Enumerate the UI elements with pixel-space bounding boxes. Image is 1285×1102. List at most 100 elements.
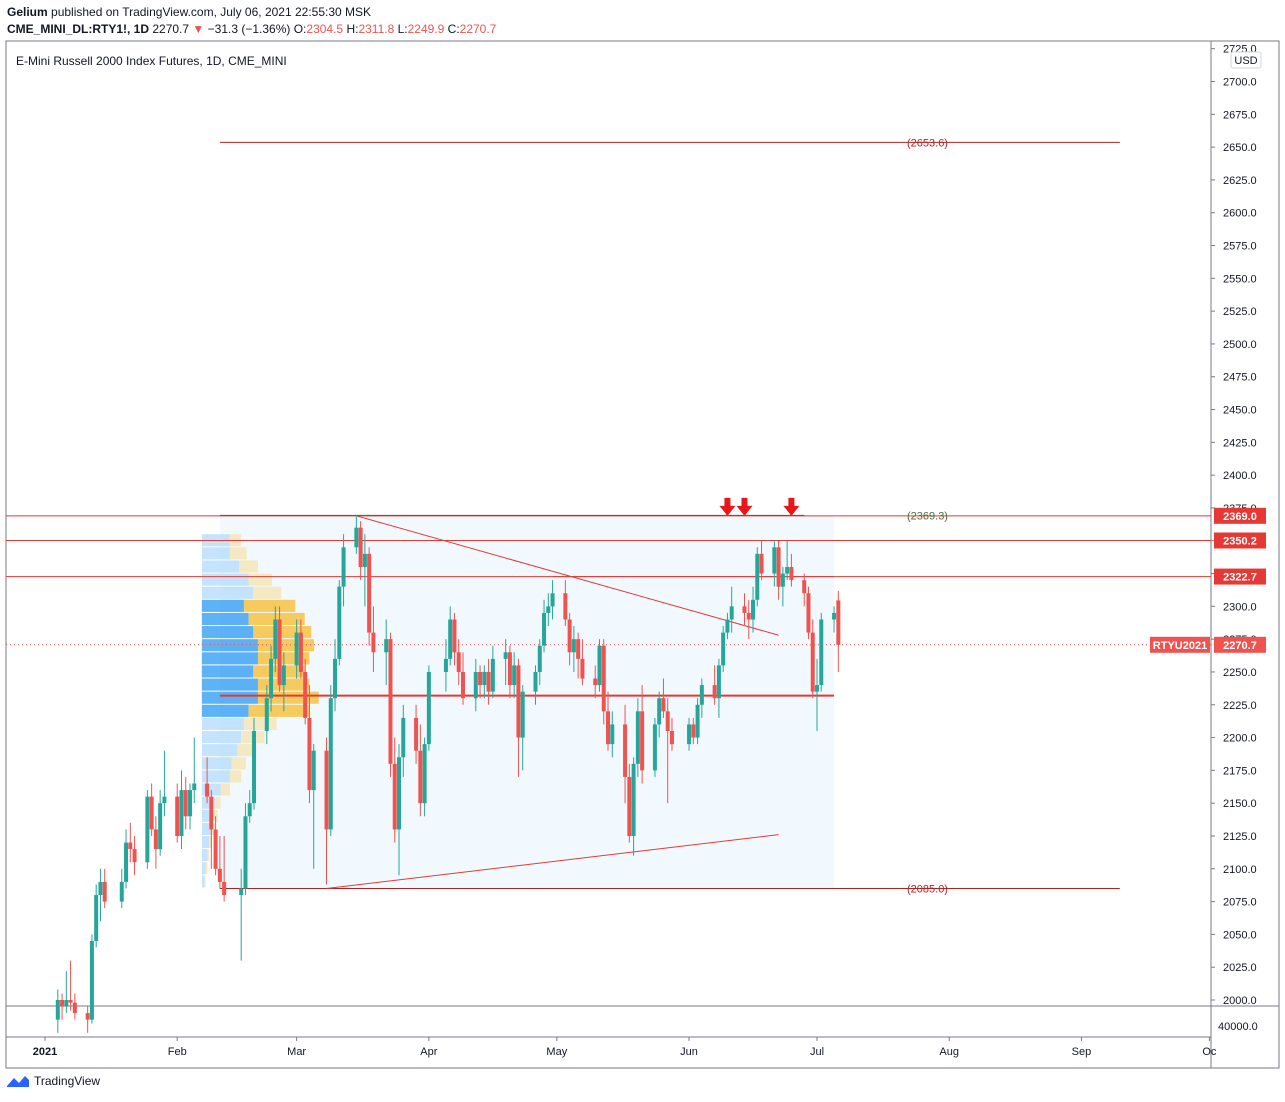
candle-body <box>452 619 457 653</box>
candle-body <box>593 678 598 686</box>
candle-body <box>264 698 269 732</box>
price-label-text: 2322.7 <box>1223 572 1257 584</box>
y-tick-label: 2400.0 <box>1223 470 1257 482</box>
volume-profile-down-bar <box>214 796 221 809</box>
candle-body <box>550 593 555 607</box>
y-tick-label: 2150.0 <box>1223 798 1257 810</box>
candle-body <box>422 744 427 804</box>
candle-body <box>746 612 751 620</box>
candle-body <box>328 698 333 830</box>
tradingview-branding[interactable]: TradingView <box>6 1074 100 1088</box>
brand-name: TradingView <box>34 1074 101 1088</box>
candle-body <box>362 553 367 567</box>
candle-body <box>341 547 346 587</box>
candle-body <box>806 593 811 633</box>
candle-body <box>665 711 670 732</box>
candle-body <box>601 645 606 712</box>
candle-body <box>755 553 760 600</box>
y-tick-label: 2025.0 <box>1223 962 1257 974</box>
candle-body <box>623 724 628 777</box>
volume-profile-down-bar <box>229 770 242 783</box>
x-tick-label: Jul <box>810 1046 824 1058</box>
candle-body <box>699 685 704 705</box>
candle-body <box>542 612 547 646</box>
publish-info: Gelium published on TradingView.com, Jul… <box>7 5 371 19</box>
down-triangle-icon: ▼ <box>192 22 205 36</box>
candle-body <box>298 632 303 672</box>
candle-body <box>269 658 274 699</box>
candle-body <box>384 639 389 653</box>
y-tick-label: 2200.0 <box>1223 733 1257 745</box>
price-label-text: 2350.2 <box>1223 535 1257 547</box>
author-name[interactable]: Gelium <box>7 5 48 19</box>
candle-body <box>371 632 376 653</box>
candle-body <box>810 632 815 692</box>
volume-profile-up-bar <box>201 626 254 639</box>
candle-body <box>145 796 150 863</box>
candle-body <box>776 547 781 587</box>
candle-body <box>729 606 734 620</box>
currency-box[interactable] <box>1230 51 1262 69</box>
candle-body <box>610 724 615 745</box>
candle-body <box>669 731 674 745</box>
price-change: −31.3 (−1.36%) <box>207 22 291 36</box>
candle-body <box>563 593 568 620</box>
close-value: 2270.7 <box>459 22 497 36</box>
volume-profile-up-bar <box>201 599 244 612</box>
volume-profile-down-bar <box>237 744 257 757</box>
high-value: 2311.8 <box>358 22 395 36</box>
candle-body <box>597 645 602 686</box>
candle-body <box>294 632 299 666</box>
drawing-lines <box>6 141 1211 889</box>
candle-body <box>725 619 730 633</box>
volume-profile-up-bar <box>201 862 206 875</box>
volume-profile-down-bar <box>209 835 213 849</box>
high-label: H: <box>346 22 359 36</box>
candle-body <box>303 671 308 718</box>
open-value: 2304.5 <box>306 22 344 36</box>
candle-body <box>60 1000 65 1007</box>
candle-body <box>712 685 717 699</box>
candle-body <box>785 566 790 574</box>
y-tick-label: 2475.0 <box>1223 372 1257 384</box>
candle-body <box>158 803 163 850</box>
volume-profile-down-bar <box>253 586 282 599</box>
volume-profile-up-bar <box>201 849 208 862</box>
ohlc-legend: CME_MINI_DL:RTY1!, 1D 2270.7 ▼ −31.3 (−1… <box>7 22 496 36</box>
range-box-group <box>201 515 835 889</box>
low-label: L: <box>397 22 408 36</box>
volume-profile-up-bar <box>201 639 258 652</box>
y-tick-label: 2550.0 <box>1223 273 1257 285</box>
candle-body <box>473 671 478 699</box>
candle-body <box>836 600 841 645</box>
x-tick-label: Sep <box>1072 1046 1092 1058</box>
volume-profile-up-bar <box>201 665 254 678</box>
symbol-label: CME_MINI_DL:RTY1!, 1D <box>7 22 150 36</box>
candle-body <box>243 816 248 889</box>
candle-body <box>533 671 538 692</box>
volume-profile-up-bar <box>201 678 258 691</box>
volume-profile-down-bar <box>243 599 296 612</box>
candle-body <box>418 750 423 804</box>
volume-profile-up-bar <box>201 704 249 717</box>
volume-profile-up-bar <box>201 573 249 586</box>
volume-profile-up-bar <box>201 875 205 888</box>
candle-body <box>507 652 512 686</box>
volume-profile-up-bar <box>201 731 242 744</box>
candle-body <box>567 619 572 653</box>
y-tick-label: 2650.0 <box>1223 142 1257 154</box>
candle-body <box>443 658 448 672</box>
x-tick-label: Jun <box>680 1046 698 1058</box>
candle-body <box>192 783 197 791</box>
close-label: C: <box>447 22 460 36</box>
candle-body <box>687 724 692 745</box>
y-tick-label: 2425.0 <box>1223 437 1257 449</box>
volume-profile-down-bar <box>220 783 230 796</box>
down-arrow-icon <box>736 497 753 516</box>
candle-body <box>239 888 244 896</box>
volume-profile-up-bar <box>201 717 244 731</box>
y-tick-label: 2625.0 <box>1223 175 1257 187</box>
candle-body <box>94 895 99 941</box>
tradingview-logo-icon <box>7 1076 29 1087</box>
